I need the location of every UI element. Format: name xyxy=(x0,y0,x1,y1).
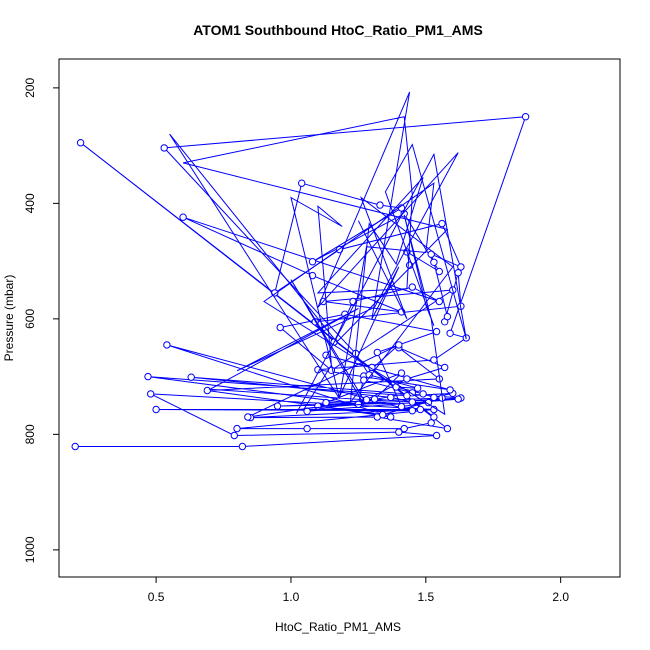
data-point xyxy=(408,283,416,291)
data-point xyxy=(419,390,427,398)
data-point xyxy=(387,413,395,421)
data-point xyxy=(430,258,438,266)
data-point xyxy=(238,442,247,451)
data-point xyxy=(435,267,443,276)
data-point xyxy=(408,398,416,406)
data-point xyxy=(430,356,438,364)
data-point xyxy=(160,144,168,152)
data-point xyxy=(414,384,422,392)
y-tick-label: 1000 xyxy=(23,536,37,563)
data-point xyxy=(376,201,384,209)
data-point xyxy=(379,411,387,419)
data-point xyxy=(152,405,160,414)
plot-frame xyxy=(58,58,621,578)
data-point xyxy=(203,386,212,395)
y-tick-label: 400 xyxy=(23,193,37,213)
data-point xyxy=(273,402,282,410)
data-point xyxy=(443,424,452,433)
data-point xyxy=(230,431,239,440)
data-point xyxy=(395,428,403,436)
x-axis: 0.5 1.0 1.5 2.0 xyxy=(148,577,569,604)
data-point xyxy=(370,395,379,403)
data-point xyxy=(308,271,317,280)
data-point xyxy=(446,329,454,337)
data-point xyxy=(308,258,317,266)
data-point xyxy=(76,139,85,147)
data-point xyxy=(438,219,446,228)
data-point xyxy=(430,413,438,421)
data-point xyxy=(373,348,381,357)
data-point xyxy=(397,402,406,411)
y-axis-label: Pressure (mbar) xyxy=(2,275,16,362)
data-point xyxy=(303,424,311,433)
y-tick-label: 800 xyxy=(23,424,37,444)
data-point xyxy=(314,402,322,410)
x-axis-label: HtoC_Ratio_PM1_AMS xyxy=(275,620,401,634)
data-point xyxy=(416,405,425,414)
data-point xyxy=(244,413,252,421)
x-tick-label: 1.5 xyxy=(417,590,434,604)
data-point xyxy=(298,179,306,187)
data-point xyxy=(163,341,171,349)
data-point xyxy=(395,341,403,349)
data-point xyxy=(432,327,441,336)
data-point xyxy=(147,390,155,398)
data-point xyxy=(322,398,330,407)
y-axis: 200 400 600 800 1000 xyxy=(23,78,59,563)
y-tick-label: 600 xyxy=(23,309,37,329)
data-point xyxy=(144,372,152,381)
chart-title: ATOM1 Southbound HtoC_Ratio_PM1_AMS xyxy=(193,22,483,38)
data-point xyxy=(457,263,465,271)
data-point xyxy=(233,424,241,433)
y-tick-label: 200 xyxy=(23,78,37,98)
data-point xyxy=(430,393,438,402)
data-point xyxy=(446,386,454,394)
data-point xyxy=(443,312,452,321)
x-tick-label: 1.0 xyxy=(283,590,300,604)
data-point xyxy=(303,407,311,415)
data-point xyxy=(400,424,408,433)
series-line xyxy=(169,91,467,416)
data-point xyxy=(435,297,443,306)
series-layer xyxy=(71,91,530,451)
data-point xyxy=(368,363,376,372)
data-point xyxy=(387,393,395,402)
data-point xyxy=(408,407,416,415)
data-point xyxy=(427,419,435,427)
data-point xyxy=(71,442,79,451)
data-point xyxy=(187,373,195,381)
data-point xyxy=(432,431,441,440)
data-point xyxy=(397,369,406,377)
x-tick-label: 2.0 xyxy=(552,590,569,604)
data-point xyxy=(521,113,530,121)
data-point xyxy=(403,375,411,383)
data-point xyxy=(408,389,416,397)
data-point xyxy=(179,213,187,221)
x-tick-label: 0.5 xyxy=(148,590,165,604)
data-point xyxy=(276,323,284,332)
data-point xyxy=(441,363,449,372)
data-point xyxy=(454,395,462,403)
